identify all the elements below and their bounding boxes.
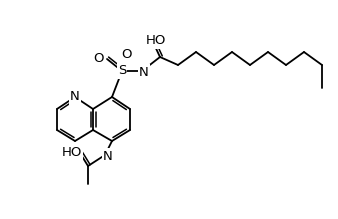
Text: O: O: [121, 48, 131, 62]
Text: HO: HO: [62, 147, 82, 159]
Text: HO: HO: [146, 35, 166, 48]
Text: N: N: [103, 150, 113, 162]
Text: N: N: [70, 90, 80, 104]
Text: N: N: [139, 65, 149, 78]
Text: O: O: [94, 53, 104, 65]
Text: S: S: [118, 65, 126, 78]
